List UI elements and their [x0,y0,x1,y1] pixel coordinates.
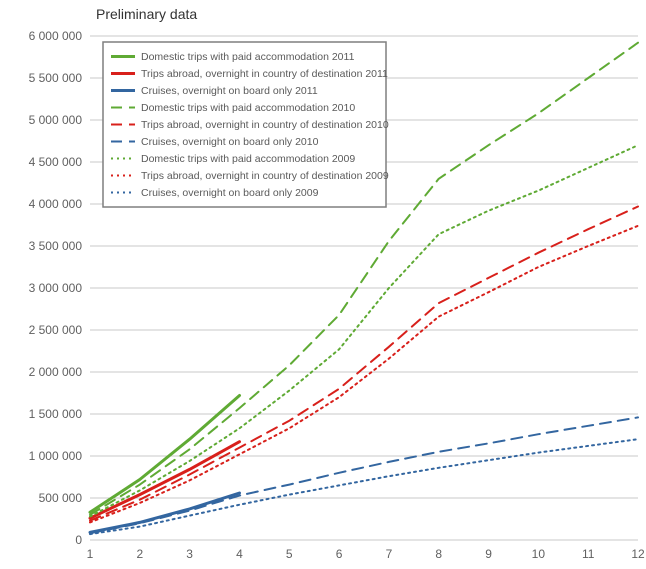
x-tick-label: 5 [286,547,293,561]
legend-label: Trips abroad, overnight in country of de… [141,119,389,131]
y-tick-label: 5 000 000 [29,113,83,127]
x-tick-label: 8 [435,547,442,561]
x-tick-label: 9 [485,547,492,561]
chart-canvas: 0 500 000 1 000 000 1 500 000 2 000 000 2 500… [0,0,646,569]
y-tick-label: 3 000 000 [29,281,83,295]
legend-label: Cruises, overnight on board only 2011 [141,85,318,97]
legend: Domestic trips with paid accommodation 2… [103,42,389,207]
x-tick-label: 12 [631,547,645,561]
x-tick-label: 7 [386,547,393,561]
x-tick-label: 11 [582,547,595,561]
legend-label: Trips abroad, overnight in country of de… [141,68,388,80]
x-tick-label: 1 [87,547,94,561]
x-tick-label: 6 [336,547,343,561]
y-tick-label: 4 500 000 [29,155,83,169]
x-tick-label: 3 [186,547,193,561]
y-tick-label: 500 000 [39,491,83,505]
y-tick-label: 1 000 000 [29,449,83,463]
x-tick-label: 2 [136,547,143,561]
y-tick-label: 1 500 000 [29,407,83,421]
y-tick-label: 0 [75,533,82,547]
y-tick-label: 6 000 000 [29,29,83,43]
legend-label: Trips abroad, overnight in country of de… [141,170,389,182]
series-abr2010 [90,207,638,521]
y-tick-label: 2 000 000 [29,365,83,379]
y-tick-label: 2 500 000 [29,323,83,337]
legend-label: Cruises, overnight on board only 2009 [141,187,319,199]
legend-label: Cruises, overnight on board only 2010 [141,136,319,148]
legend-label: Domestic trips with paid accommodation 2… [141,153,355,165]
legend-label: Domestic trips with paid accommodation 2… [141,102,355,114]
y-tick-label: 4 000 000 [29,197,83,211]
y-tick-label: 3 500 000 [29,239,83,253]
series-cru2010 [90,417,638,533]
y-tick-label: 5 500 000 [29,71,83,85]
series-abr2011 [90,442,240,519]
x-tick-label: 4 [236,547,243,561]
legend-label: Domestic trips with paid accommodation 2… [141,51,355,63]
x-tick-label: 10 [532,547,546,561]
